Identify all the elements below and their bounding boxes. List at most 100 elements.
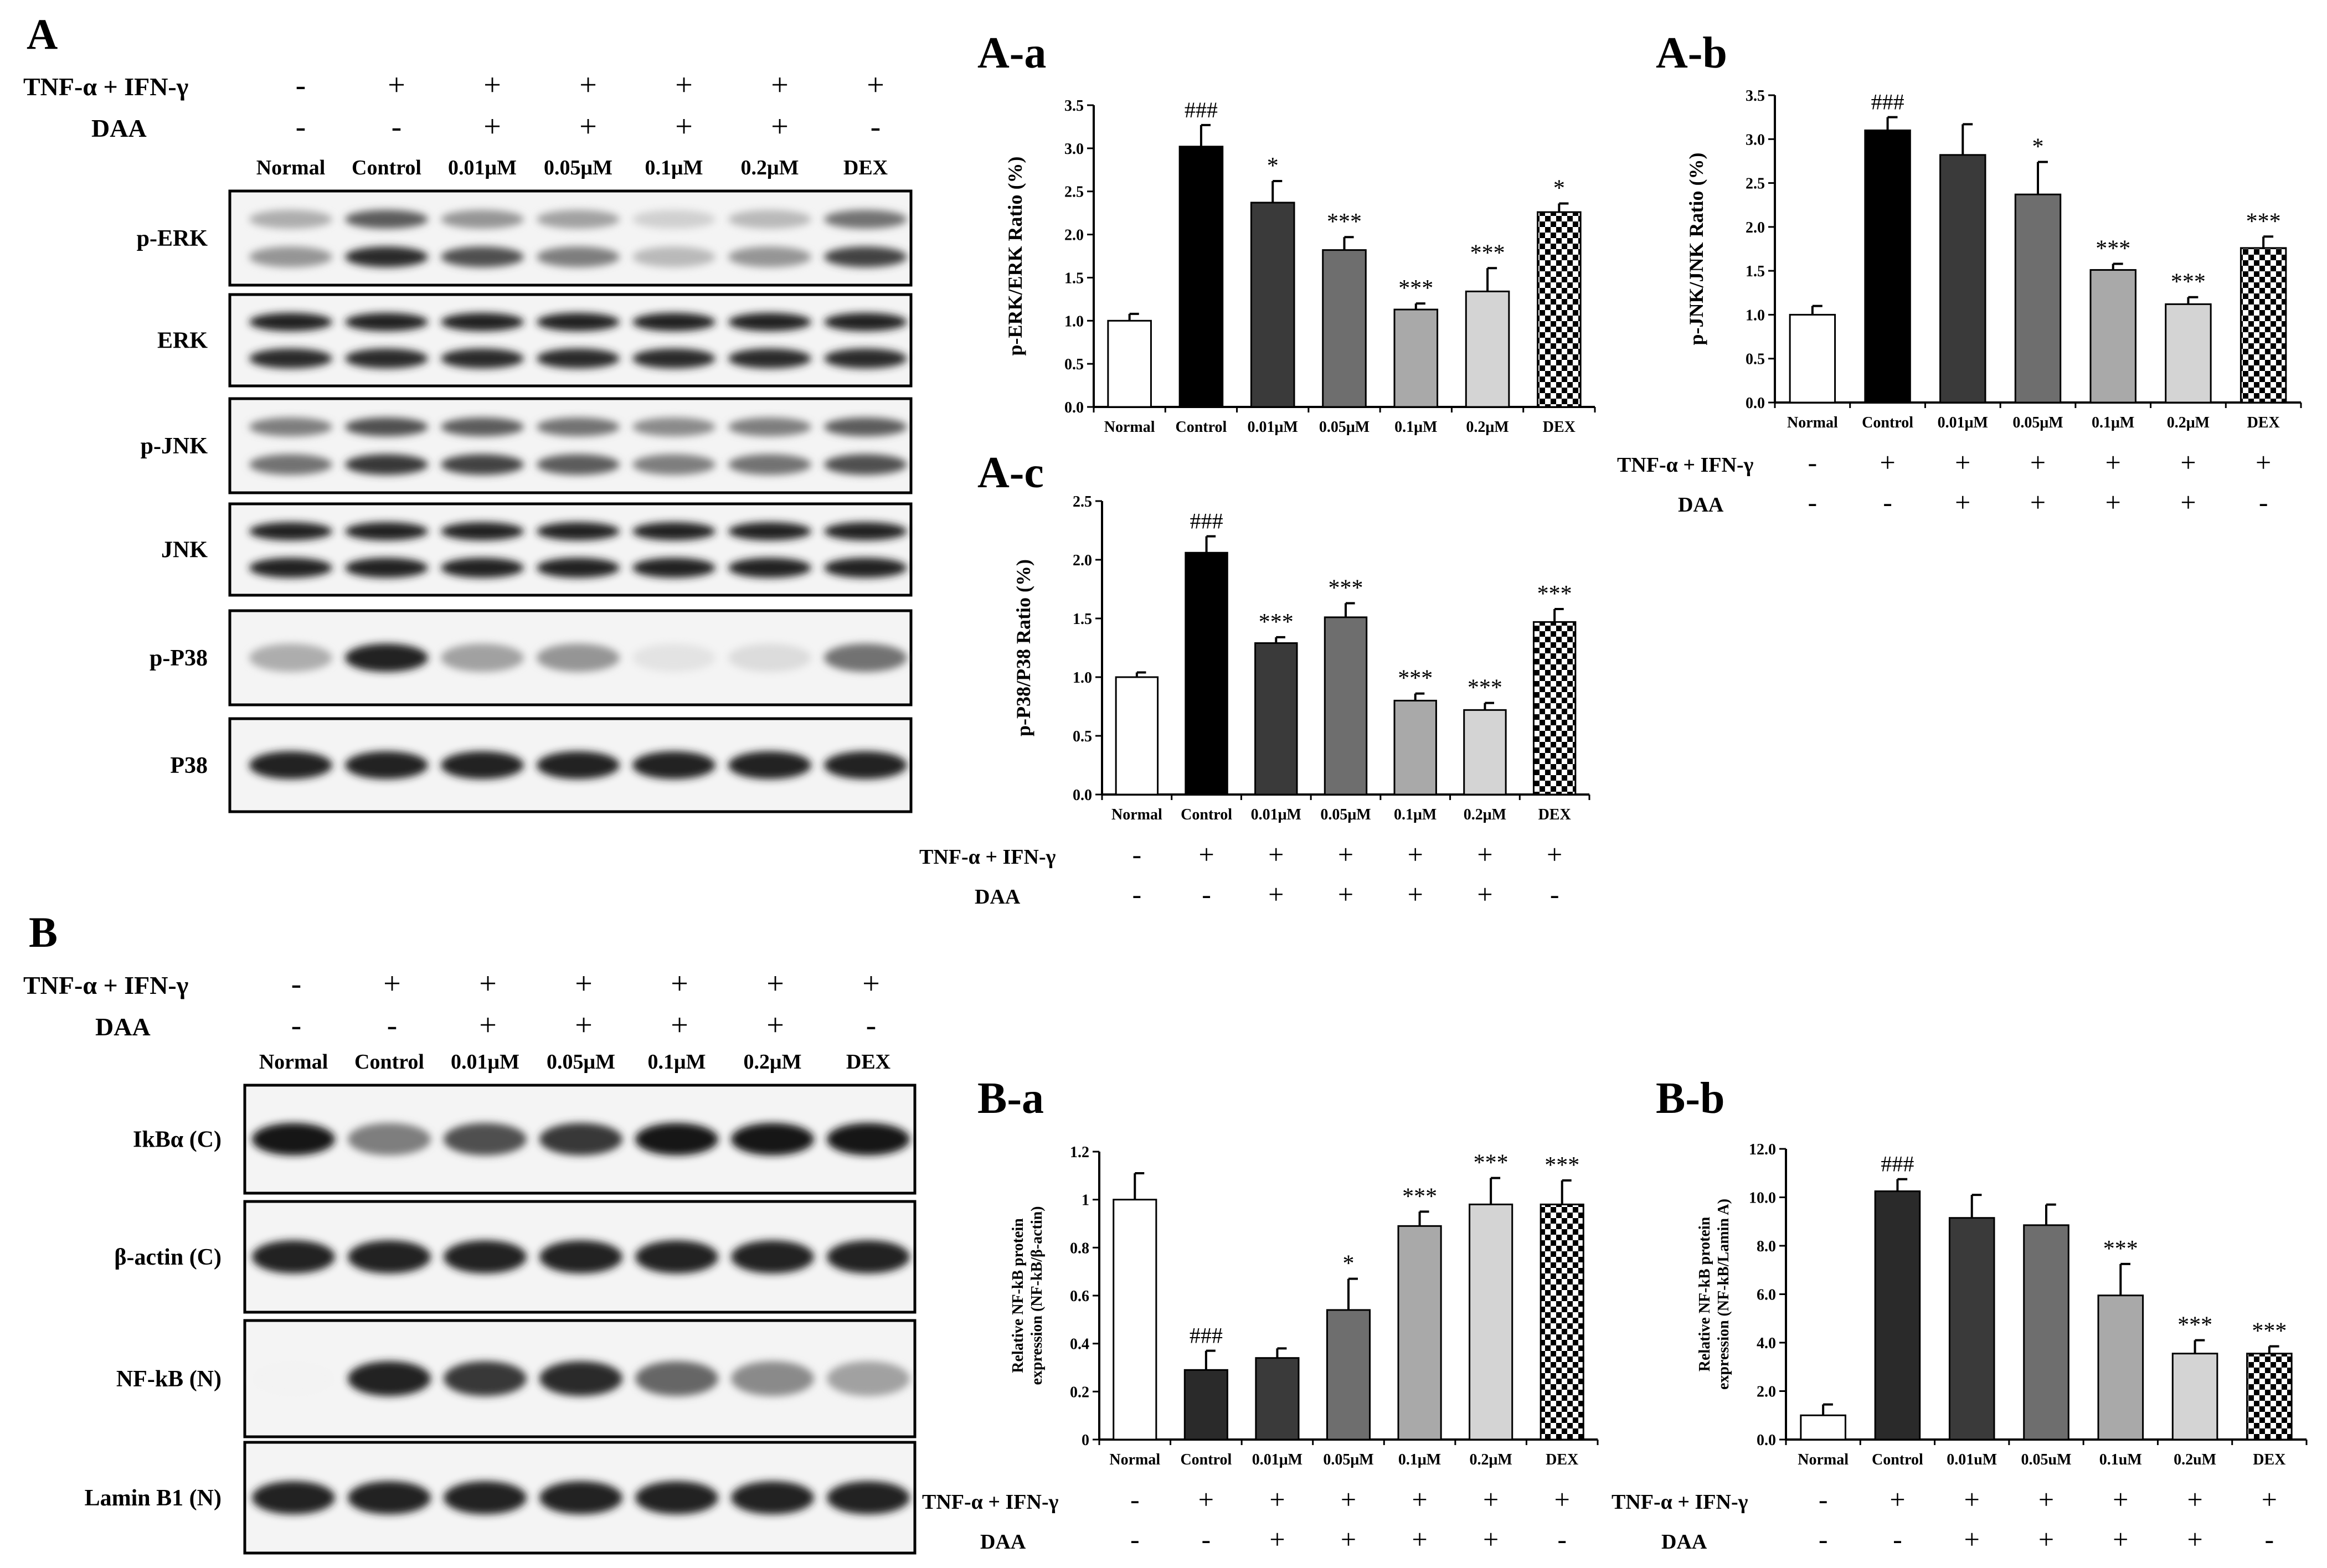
bar-chart-B-a: 0 0.2 0.4 0.6 0.8 1 1.2 Relative NF-kB protein e… [922, 1144, 1599, 1555]
blot-band [249, 348, 332, 369]
treatment-sign-tnf: + [1890, 1484, 1905, 1515]
treatment-sign-daa: + [1483, 1524, 1499, 1555]
blot-band [728, 313, 811, 331]
blot-box [228, 189, 913, 287]
bar [2246, 1353, 2293, 1441]
y-tick-label: 10.0 [1749, 1190, 1776, 1207]
blot-band [444, 1123, 527, 1156]
blot-band [731, 1240, 814, 1273]
blot-band [539, 1361, 622, 1396]
treatment-sign-daa: - [1202, 879, 1211, 910]
x-tick-label: 0.2μM [2167, 414, 2210, 431]
y-tick-label: 0.0 [1746, 395, 1765, 412]
treatment-sign-tnf: + [2038, 1484, 2054, 1515]
blot-strip: P38 [170, 717, 913, 813]
treatment-sign-tnf: + [1554, 1484, 1570, 1515]
x-tick-label: 0.01μM [1938, 414, 1988, 431]
blot-band [635, 1361, 718, 1396]
treatment-label-tnf: TNF-α + IFN-γ [919, 845, 1056, 869]
blot-band [441, 558, 524, 578]
y-axis-label-line: expression (NF-kB/Lamin A) [1715, 1199, 1732, 1390]
bar [1800, 1414, 1846, 1441]
x-tick-label: 0.01μM [1252, 1451, 1302, 1468]
x-tick-label: 0.2μM [1464, 806, 1506, 823]
x-tick-label: 0.1uM [2099, 1451, 2142, 1468]
blot-box [228, 397, 913, 494]
blot-band [249, 246, 332, 267]
lane-label: DEX [843, 156, 888, 179]
blot-row-label: p-P38 [150, 646, 208, 671]
lane-label: 0.01μM [448, 156, 517, 179]
blot-band [824, 522, 907, 540]
y-tick-label: 3.0 [1064, 141, 1084, 158]
blot-band [348, 1123, 431, 1156]
blot-strip: p-ERK [137, 189, 913, 287]
x-tick-label: 0.1μM [1398, 1451, 1441, 1468]
treatment-sign-daa: - [1130, 1524, 1140, 1555]
bar [1324, 616, 1368, 796]
treatment-sign-tnf: + [483, 68, 501, 102]
treatment-sign-tnf: + [1964, 1484, 1980, 1515]
bar [1864, 129, 1911, 404]
panel-label-Ab: A-b [1656, 29, 1727, 78]
blot-band [728, 454, 811, 475]
lane-label: 0.1μM [645, 156, 703, 179]
blot-band [345, 558, 428, 578]
blot-band [632, 522, 715, 540]
blot-band [537, 313, 620, 331]
treatment-sign-daa: - [866, 1008, 877, 1043]
bar [1322, 249, 1367, 408]
blot-row-label: p-ERK [137, 226, 208, 251]
blot-row-label: Lamin B1 (N) [85, 1486, 222, 1511]
blot-band [827, 1240, 910, 1273]
blot-band [827, 1361, 910, 1396]
blot-band [249, 643, 332, 672]
blot-band [252, 1123, 335, 1156]
blot-band [632, 751, 715, 780]
blot-band [441, 454, 524, 475]
y-axis-label: p-ERK/ERK Ratio (%) [1004, 157, 1026, 356]
treatment-sign-daa: + [1412, 1524, 1427, 1555]
blot-band [827, 1481, 910, 1514]
treatment-sign-tnf: + [479, 967, 497, 1001]
treatment-sign-daa: - [1819, 1524, 1828, 1555]
treatment-sign-daa: + [671, 1008, 688, 1043]
blot-strip: p-JNK [141, 397, 913, 494]
blot-band [537, 348, 620, 369]
x-tick-label: 0.2μM [1469, 1451, 1512, 1468]
x-tick-label: 0.2μM [1466, 419, 1509, 436]
y-tick-label: 0.2 [1070, 1384, 1089, 1401]
blot-row-label: β-actin (C) [114, 1245, 222, 1270]
treatment-label-daa: DAA [91, 114, 147, 142]
blot-row-label: P38 [170, 753, 208, 778]
blot-band [827, 1123, 910, 1156]
blot-band [728, 246, 811, 267]
blot-band [632, 454, 715, 475]
treatment-sign-tnf: + [1483, 1484, 1499, 1515]
treatment-label-tnf: TNF-α + IFN-γ [1617, 453, 1754, 477]
bar [1393, 308, 1439, 408]
treatment-sign-tnf: - [1130, 1484, 1140, 1515]
bar [1393, 699, 1437, 796]
significance-label: *** [2252, 1319, 2287, 1344]
y-tick-label: 1 [1082, 1192, 1089, 1209]
treatment-label-tnf: TNF-α + IFN-γ [23, 73, 188, 101]
blot-band [441, 313, 524, 331]
blot-band [728, 643, 811, 672]
blot-band [252, 1361, 335, 1396]
significance-label: *** [1537, 581, 1572, 607]
treatment-sign-daa: + [579, 110, 597, 144]
treatment-label-daa: DAA [975, 885, 1021, 909]
lane-label: 0.2μM [744, 1050, 802, 1074]
y-tick-label: 0.5 [1073, 728, 1092, 745]
treatment-sign-tnf: + [1198, 1484, 1214, 1515]
blot-band [728, 417, 811, 436]
blot-band [345, 751, 428, 780]
blot-band [539, 1481, 622, 1514]
treatment-sign-tnf: + [383, 967, 401, 1001]
blot-band [632, 558, 715, 578]
blot-band [249, 751, 332, 780]
treatment-sign-daa: + [2113, 1524, 2128, 1555]
treatment-sign-daa: + [1477, 879, 1492, 910]
y-tick-label: 0.6 [1070, 1288, 1089, 1305]
